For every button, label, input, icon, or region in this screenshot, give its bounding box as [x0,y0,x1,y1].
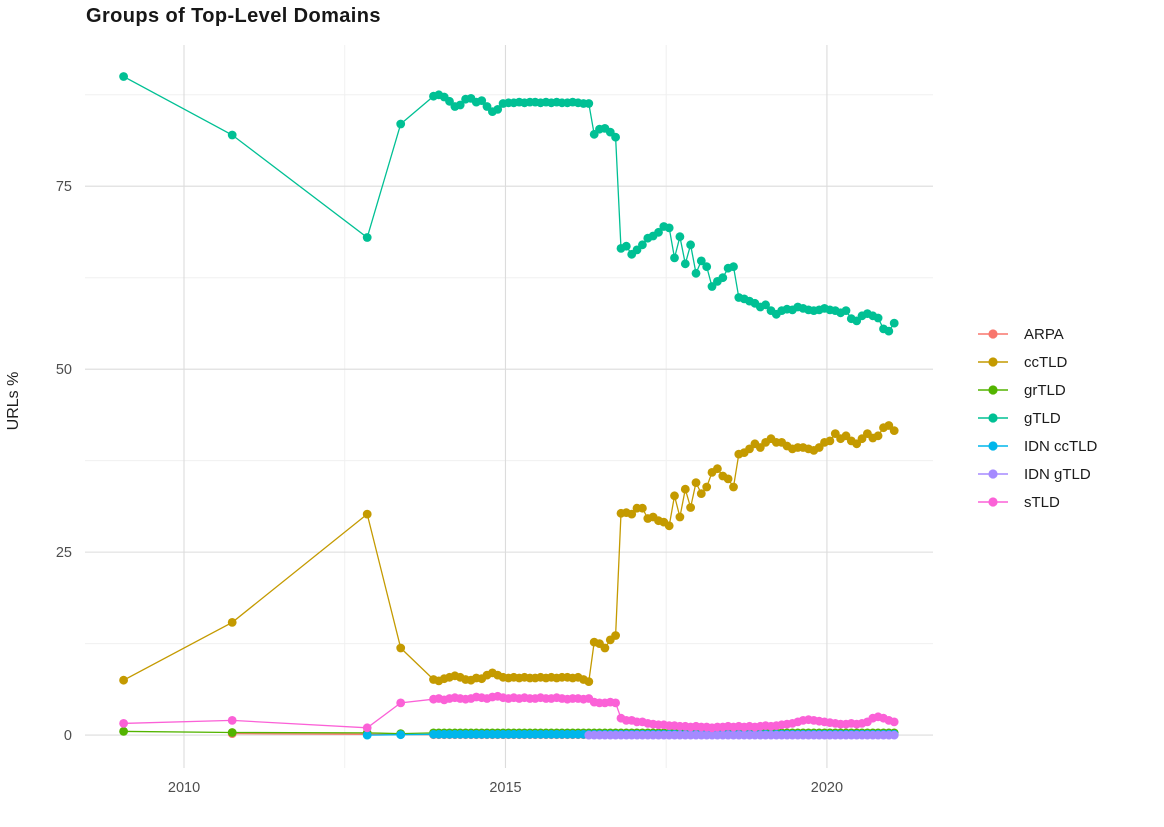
legend-label: grTLD [1024,381,1066,399]
legend-item-arpa: ARPA [976,320,1097,348]
legend-label: ccTLD [1024,353,1068,371]
y-tick-label: 25 [56,545,72,561]
series-stld [119,691,899,733]
legend-item-gtld: gTLD [976,404,1097,432]
legend-key-icon [978,329,1008,339]
series-points-stld [119,691,899,733]
legend-item-grtld: grTLD [976,376,1097,404]
legend-item-idn-gtld: IDN gTLD [976,460,1097,488]
legend-key-icon [978,357,1008,367]
legend-label: gTLD [1024,409,1061,427]
y-tick-label: 75 [56,179,72,195]
series-points-idn-gtld [584,730,899,740]
legend-item-idn-cctld: IDN ccTLD [976,432,1097,460]
legend-item-stld: sTLD [976,488,1097,516]
legend-key-icon [978,469,1008,479]
minor-gridlines [85,45,933,768]
x-tick-label: 2010 [168,780,200,796]
series-idn-gtld [584,730,899,740]
x-axis-tick-labels: 2010 2015 2020 [168,780,843,796]
series-gtld [119,72,899,336]
x-tick-label: 2020 [811,780,843,796]
series-points-cctld [119,421,899,686]
y-tick-label: 50 [56,362,72,378]
legend: ARPA ccTLD grTLD gTLD IDN ccTLD IDN gTLD sTLD [976,320,1097,516]
series-points-gtld [119,72,899,336]
legend-key-icon [978,385,1008,395]
legend-label: sTLD [1024,493,1060,511]
legend-key-icon [978,413,1008,423]
legend-key-icon [978,497,1008,507]
series-cctld [119,421,899,686]
legend-label: ARPA [1024,325,1064,343]
legend-label: IDN ccTLD [1024,437,1098,455]
y-tick-label: 0 [64,728,72,744]
series-line-gtld [123,75,895,332]
legend-item-cctld: ccTLD [976,348,1097,376]
y-axis-tick-labels: 0 25 50 75 [56,179,72,744]
legend-key-icon [978,441,1008,451]
chart-title: Groups of Top-Level Domains [86,5,381,27]
major-gridlines [85,45,933,768]
x-tick-label: 2015 [489,780,521,796]
legend-label: IDN gTLD [1024,465,1091,483]
